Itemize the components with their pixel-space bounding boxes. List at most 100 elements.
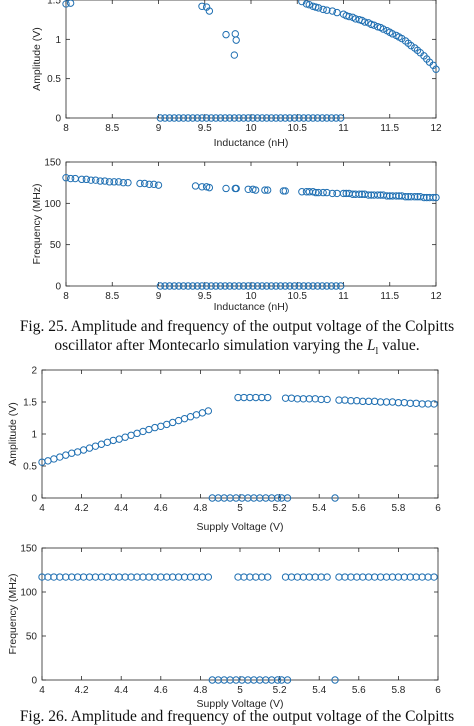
x-tick-label: 8 [63, 123, 69, 134]
y-tick-label: 50 [26, 632, 38, 643]
data-point [281, 187, 289, 195]
data-point [87, 176, 95, 184]
data-point [230, 282, 239, 290]
data-point [429, 193, 437, 202]
data-point [361, 18, 369, 26]
data-point [105, 178, 114, 186]
y-tick-label: 1 [55, 35, 61, 46]
data-point [276, 114, 285, 122]
data-point [68, 449, 76, 457]
y-axis-label: Frequency (MHz) [7, 573, 19, 654]
data-point [283, 676, 292, 684]
data-point [212, 282, 220, 290]
x-tick-label: 5.6 [352, 685, 366, 696]
data-point [312, 188, 320, 197]
data-point [323, 6, 331, 14]
x-tick-label: 5.8 [391, 503, 405, 514]
data-point [198, 573, 207, 581]
x-tick-label: 11.5 [380, 123, 399, 134]
x-tick-label: 10 [245, 123, 257, 134]
data-point [91, 442, 100, 450]
plot-frame [41, 369, 439, 499]
data-point [151, 423, 159, 432]
data-point [207, 114, 215, 122]
y-tick-label: 0 [31, 494, 37, 505]
data-point [318, 114, 326, 122]
frequency-vs-supply-voltage-chart: 4 4.2 4.4 4.6 4.8 5 5.2 5.4 5.6 5.8 6 0 50 100 150 Supp… [7, 544, 441, 711]
data-point [156, 282, 165, 290]
y-tick-label: 0 [31, 676, 37, 687]
data-point [165, 282, 174, 290]
data-point [239, 114, 248, 122]
data-point [244, 114, 252, 122]
x-tick-label: 8 [63, 291, 69, 302]
data-point [50, 455, 58, 463]
data-point [66, 0, 75, 7]
data-point [205, 7, 214, 15]
y-axis-label: Frequency (MHz) [31, 183, 43, 264]
amplitude-vs-inductance-chart: 8 8.5 9 9.5 10 10.5 11 11.5 1200.511.5Inductance… [31, 0, 442, 149]
data-point [230, 114, 239, 122]
data-point [161, 282, 169, 290]
y-tick-label: 0 [55, 282, 61, 293]
data-point [170, 282, 178, 290]
data-point [231, 30, 239, 38]
plot-frame [41, 547, 439, 681]
data-point [204, 573, 213, 581]
data-point [150, 180, 158, 189]
data-point [398, 34, 406, 43]
caption-line-1: Fig. 25. Amplitude and frequency of the … [19, 318, 455, 335]
y-tick-label: 2 [31, 366, 37, 377]
data-point [110, 178, 118, 186]
data-point [392, 192, 400, 200]
data-point [207, 282, 215, 290]
data-point [163, 420, 171, 429]
plot-frame [65, 0, 437, 119]
data-point [154, 181, 163, 189]
data-point [261, 186, 269, 194]
data-point [313, 282, 322, 290]
y-axis-label: Amplitude (V) [7, 402, 19, 466]
x-tick-label: 5 [237, 685, 243, 696]
data-point [62, 174, 70, 182]
data-point [364, 191, 373, 199]
data-point [66, 174, 75, 183]
y-tick-label: 150 [44, 158, 61, 169]
data-point [272, 282, 280, 290]
data-point [121, 433, 129, 441]
data-point [44, 457, 52, 465]
data-point [273, 676, 282, 684]
data-point [281, 282, 289, 290]
data-point [184, 114, 192, 122]
data-point [332, 282, 340, 290]
y-tick-label: 50 [50, 240, 62, 251]
data-point [430, 573, 438, 581]
y-tick-label: 100 [20, 588, 37, 599]
data-point [78, 175, 86, 184]
data-series [62, 174, 440, 290]
data-point [258, 282, 266, 290]
data-point [263, 114, 271, 122]
data-point [189, 282, 197, 290]
data-point [221, 114, 229, 122]
data-point [383, 192, 391, 200]
data-point [186, 573, 195, 581]
data-point [198, 409, 207, 417]
data-point [407, 41, 415, 50]
data-point [230, 51, 239, 59]
data-point [286, 282, 294, 290]
data-point [290, 114, 299, 122]
data-point [127, 431, 135, 439]
data-point [335, 573, 343, 581]
data-point [184, 282, 192, 290]
data-point [253, 282, 262, 290]
data-point [170, 114, 178, 122]
caption-subscript: l [375, 346, 379, 358]
data-point [198, 2, 206, 10]
data-point [432, 193, 440, 202]
data-point [263, 282, 271, 290]
x-tick-label: 10 [245, 291, 257, 302]
data-point [394, 398, 403, 407]
data-point [145, 180, 153, 189]
data-point [283, 494, 292, 502]
